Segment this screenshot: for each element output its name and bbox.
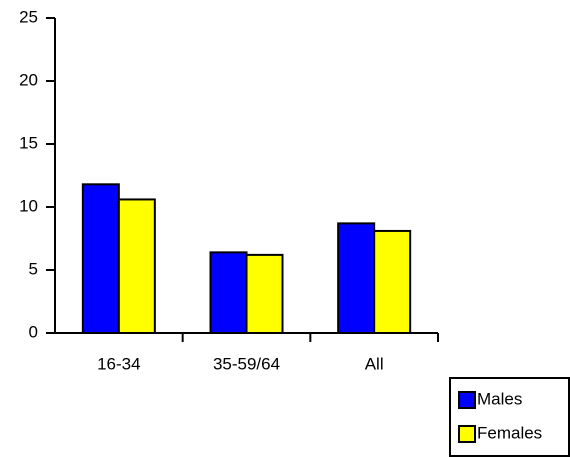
y-tick-label: 10	[19, 196, 38, 215]
legend-swatch	[458, 391, 476, 409]
bar	[337, 222, 376, 335]
legend-swatch	[458, 425, 476, 443]
y-tick-label: 20	[19, 70, 38, 89]
y-tick-label: 0	[29, 322, 38, 341]
bar	[117, 198, 156, 334]
x-tick-label: 35-59/64	[213, 354, 280, 373]
y-tick-label: 5	[29, 259, 38, 278]
bar	[373, 229, 412, 334]
y-tick-label: 15	[19, 133, 38, 152]
x-tick-label: All	[365, 354, 384, 373]
bar	[209, 251, 248, 334]
bar	[81, 183, 120, 334]
bar	[245, 253, 284, 335]
legend-label: Males	[477, 389, 522, 408]
legend-label: Females	[477, 423, 542, 442]
y-tick-label: 25	[19, 7, 38, 26]
x-tick-label: 16-34	[97, 354, 140, 373]
